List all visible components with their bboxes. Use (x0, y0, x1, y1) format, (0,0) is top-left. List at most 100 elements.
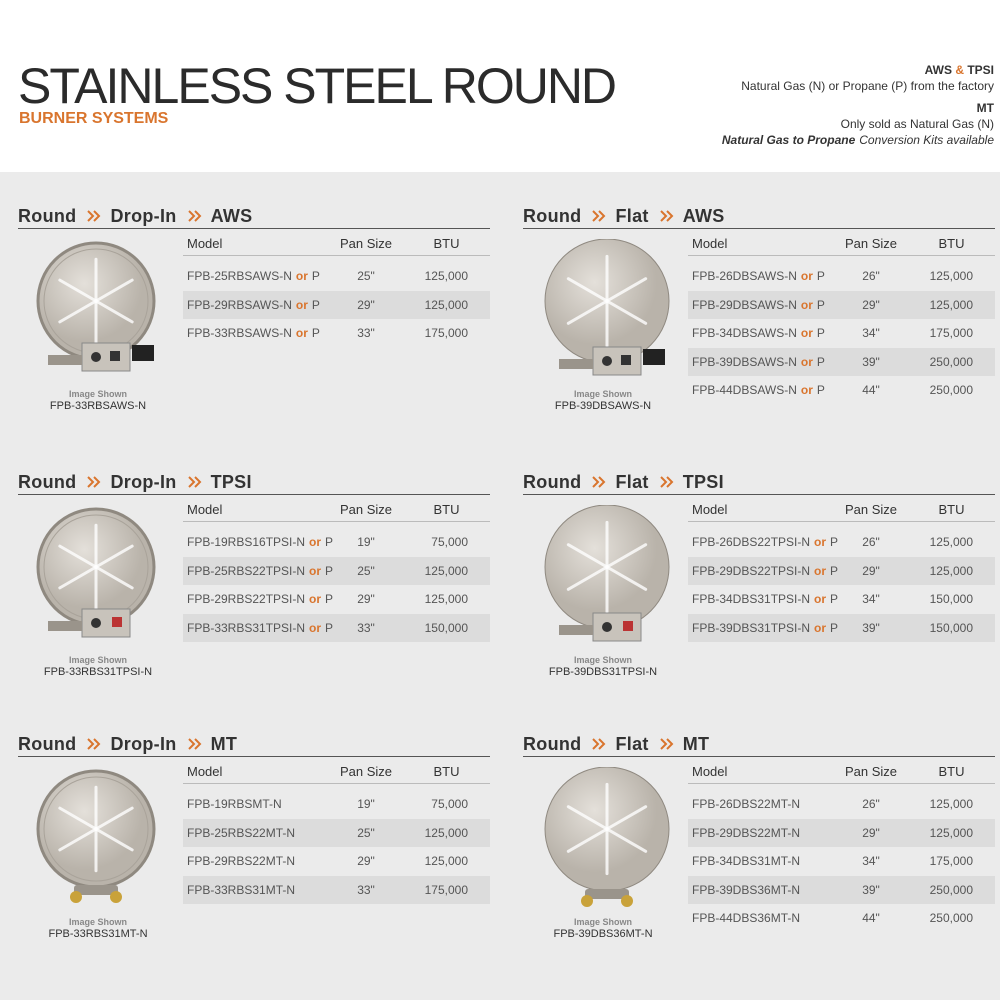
model-alt: P (311, 326, 320, 340)
divider (523, 494, 995, 495)
model-cell: FPB-33RBSAWS-N or P (187, 326, 320, 340)
chevron (659, 210, 674, 222)
pan-size: 34" (862, 326, 880, 340)
image-caption: Image Shown (573, 389, 632, 399)
table-header: Model Pan Size BTU (183, 759, 490, 784)
model: FPB-34DBSAWS-N (692, 326, 797, 340)
product-section: Round Flat MT Image Shown FPB-39DBS36MT-N Mo… (523, 733, 995, 983)
column-header: Pan Size (844, 502, 898, 517)
image-caption: Image Shown (573, 917, 632, 927)
model-cell: FPB-34DBSAWS-N or P (692, 326, 825, 340)
breadcrumb: Round Flat TPSI (523, 471, 724, 493)
btu: 75,000 (431, 535, 468, 549)
table-row: FPB-29DBS22MT-N 29" 125,000 (688, 818, 995, 847)
model-cell: FPB-39DBSAWS-N or P (692, 355, 825, 369)
table-row: FPB-26DBSAWS-N or P 26" 125,000 (688, 262, 995, 290)
column-header: Model (692, 236, 728, 251)
or: or (814, 563, 827, 578)
model-cell: FPB-29DBS22MT-N (692, 826, 800, 840)
model-cell: FPB-19RBS16TPSI-N or P (187, 535, 333, 549)
model-cell: FPB-26DBS22MT-N (692, 797, 800, 811)
table-header: Model Pan Size BTU (183, 497, 490, 522)
btu: 75,000 (431, 797, 468, 811)
product-section: Round Drop-In TPSI Image Shown FPB-33RBS31T… (18, 471, 490, 721)
column-header: BTU (433, 502, 460, 517)
model: FPB-33RBS31MT-N (187, 882, 296, 897)
or: or (800, 326, 813, 340)
model: FPB-44DBSAWS-N (692, 383, 797, 397)
breadcrumb-item: Round (18, 471, 77, 492)
model-cell: FPB-39DBS36MT-N (692, 883, 800, 897)
model: FPB-29RBS22TPSI-N (187, 592, 306, 606)
model-cell: FPB-26DBSAWS-N or P (692, 269, 825, 283)
btu: 125,000 (929, 297, 973, 312)
model: FPB-19RBSMT-N (187, 797, 282, 811)
note-text: Only sold as Natural Gas (N) (840, 117, 994, 131)
column-header: BTU (433, 236, 460, 251)
table-row: FPB-33RBS31TPSI-N or P 33" 150,000 (183, 613, 490, 642)
note-title: AWS & TPSI (722, 62, 994, 78)
pan-size: 39" (862, 354, 880, 369)
pan-size: 26" (862, 797, 880, 811)
model-cell: FPB-33RBS31TPSI-N or P (187, 621, 333, 635)
chevron (187, 476, 201, 488)
model: FPB-29DBS22MT-N (692, 825, 801, 840)
table-row: FPB-19RBSMT-N 19" 75,000 (183, 790, 490, 818)
model: FPB-26DBS22TPSI-N (692, 535, 811, 549)
image-model: FPB-39DBSAWS-N (554, 400, 652, 412)
column-header: BTU (938, 502, 965, 517)
table-row: FPB-39DBS36MT-N 39" 250,000 (688, 875, 995, 904)
btu: 125,000 (929, 563, 973, 578)
model-cell: FPB-33RBS31MT-N (187, 883, 295, 897)
model-alt: P (830, 563, 839, 578)
note-text: Natural Gas (N) or Propane (P) from the … (741, 79, 994, 93)
model-cell: FPB-39DBS31TPSI-N or P (692, 621, 838, 635)
btu: 250,000 (929, 383, 973, 397)
breadcrumb: Round Drop-In MT (18, 733, 237, 755)
model: FPB-25RBS22MT-N (187, 825, 296, 840)
model-cell: FPB-29RBSAWS-N or P (187, 298, 320, 312)
model: FPB-39DBS31TPSI-N (692, 620, 811, 635)
pan-size: 34" (862, 592, 880, 606)
or: or (814, 592, 827, 606)
breadcrumb-item: TPSI (682, 471, 724, 492)
product-image (544, 505, 670, 642)
or: or (309, 563, 322, 578)
model-alt: P (325, 620, 334, 635)
breadcrumb-item: Round (18, 205, 77, 226)
model: FPB-29DBS22TPSI-N (692, 563, 811, 578)
chevron (592, 738, 606, 750)
product-image (36, 241, 156, 372)
breadcrumb-item: Round (18, 733, 77, 754)
note-title-part: AWS (924, 63, 952, 77)
product-image (36, 507, 156, 638)
pan-size: 25" (357, 269, 375, 283)
pan-size: 39" (862, 882, 880, 897)
btu: 175,000 (929, 854, 973, 868)
btu: 150,000 (929, 620, 973, 635)
pan-size: 29" (862, 297, 880, 312)
product-section: Round Drop-In MT Image Shown FPB-33RBS31MT-… (18, 733, 490, 983)
model-alt: P (816, 383, 825, 397)
btu: 125,000 (424, 854, 468, 868)
pan-size: 25" (357, 563, 375, 578)
product-section: Round Flat AWS Image Shown FPB-39DBSAWS-N Mo… (523, 205, 995, 455)
model-alt: P (325, 563, 334, 578)
model: FPB-29RBSAWS-N (187, 297, 292, 312)
chevron (187, 210, 201, 222)
model: FPB-26DBSAWS-N (692, 269, 797, 283)
breadcrumb: Round Flat MT (523, 733, 709, 755)
table-row: FPB-29DBS22TPSI-N or P 29" 125,000 (688, 556, 995, 585)
column-header: BTU (433, 764, 460, 779)
pan-size: 29" (357, 592, 375, 606)
image-caption: Image Shown (68, 655, 127, 665)
breadcrumb-item: Drop-In (110, 471, 177, 492)
column-header: Model (692, 764, 728, 779)
btu: 250,000 (929, 354, 973, 369)
column-header: BTU (938, 236, 965, 251)
model: FPB-33RBS31TPSI-N (187, 620, 306, 635)
table-row: FPB-26DBS22TPSI-N or P 26" 125,000 (688, 528, 995, 556)
pan-size: 44" (862, 383, 880, 397)
model: FPB-44DBS36MT-N (692, 911, 801, 925)
model-cell: FPB-25RBS22MT-N (187, 826, 295, 840)
